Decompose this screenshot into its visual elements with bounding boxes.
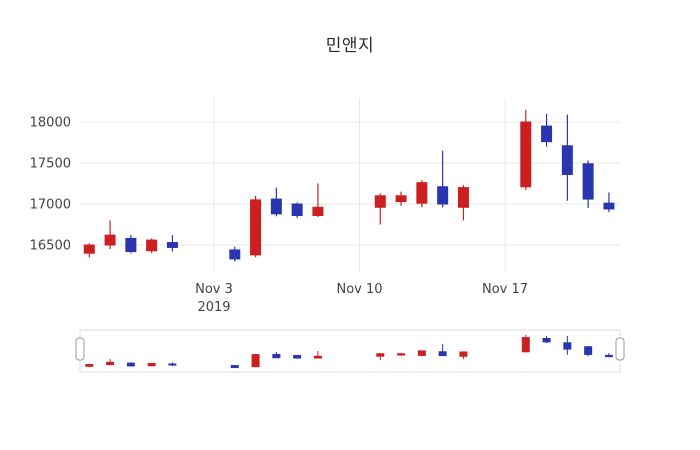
candle[interactable] <box>104 220 116 250</box>
candle-body <box>603 202 615 210</box>
rangeslider-candle <box>85 364 94 368</box>
rangeslider-candle <box>604 353 613 358</box>
candle-body <box>395 195 407 203</box>
candle-body <box>520 121 532 188</box>
candle-body <box>270 198 282 215</box>
y-tick-label: 16500 <box>30 239 71 254</box>
x-tick-label: Nov 10 <box>336 282 382 297</box>
candle[interactable] <box>250 195 262 258</box>
rangeslider-candle <box>417 350 426 357</box>
candle-body <box>457 187 469 208</box>
x-tick-label: Nov 17 <box>482 282 528 297</box>
candle[interactable] <box>312 183 324 218</box>
candle-body <box>312 206 324 216</box>
rangeslider-candle <box>584 346 593 357</box>
candle[interactable] <box>166 235 178 252</box>
x-tick-label: Nov 3 <box>195 282 233 297</box>
candle[interactable] <box>437 150 449 208</box>
candle-body <box>166 242 178 248</box>
candle-body <box>125 237 137 253</box>
candle-body <box>374 195 386 208</box>
candle[interactable] <box>541 113 553 147</box>
chart-title: 민앤지 <box>325 36 375 56</box>
candle-body <box>83 244 95 254</box>
candle-body <box>541 125 553 143</box>
candle-body <box>582 163 594 200</box>
candle-body <box>104 234 116 246</box>
candle[interactable] <box>603 192 615 213</box>
candle[interactable] <box>125 235 137 254</box>
rangeslider-candle <box>313 351 322 359</box>
rangeslider-candle <box>272 351 281 359</box>
rangeslider-candle <box>563 335 572 355</box>
rangeslider-candle <box>251 353 260 368</box>
rangeslider-candle <box>126 362 135 367</box>
rangeslider-handle-right[interactable] <box>615 337 625 361</box>
rangeslider-candle <box>521 334 530 353</box>
rangeslider-candle <box>459 351 468 360</box>
candle-body <box>250 199 262 256</box>
candle[interactable] <box>561 114 573 201</box>
candle[interactable] <box>520 109 532 191</box>
y-tick-label: 17500 <box>30 157 71 172</box>
candle[interactable] <box>457 185 469 221</box>
rangeslider-candle <box>293 355 302 359</box>
candle[interactable] <box>146 238 158 254</box>
candle-body <box>561 145 573 175</box>
rangeslider-candle <box>168 362 177 366</box>
rangeslider-candle <box>147 362 156 367</box>
candle-body <box>291 203 303 216</box>
candle[interactable] <box>229 246 241 262</box>
rangeslider-candle <box>376 353 385 361</box>
candle-body <box>437 186 449 205</box>
rangeslider-track[interactable] <box>79 329 621 373</box>
rangeslider-handle-left[interactable] <box>75 337 85 361</box>
candle[interactable] <box>416 180 428 208</box>
candle-body <box>146 239 158 252</box>
rangeslider-candle <box>106 359 115 366</box>
x-tick-year-label: 2019 <box>197 300 230 315</box>
candle[interactable] <box>582 160 594 209</box>
rangeslider-candle <box>542 335 551 343</box>
candle[interactable] <box>291 202 303 218</box>
candle[interactable] <box>83 243 95 258</box>
candle[interactable] <box>270 187 282 217</box>
y-tick-label: 18000 <box>30 116 71 131</box>
candle-body <box>229 249 241 260</box>
candle-body <box>416 182 428 204</box>
candle[interactable] <box>395 191 407 206</box>
y-tick-label: 17000 <box>30 198 71 213</box>
rangeslider-candle <box>438 343 447 357</box>
rangeslider-candle <box>230 364 239 369</box>
rangeslider-candle <box>397 352 406 356</box>
candle[interactable] <box>374 193 386 225</box>
